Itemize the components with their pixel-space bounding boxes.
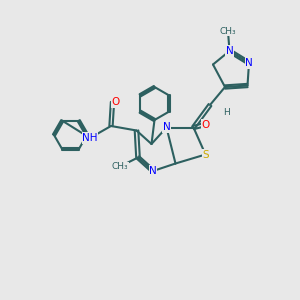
Text: CH₃: CH₃: [220, 27, 236, 36]
Text: CH₃: CH₃: [112, 162, 128, 171]
Text: NH: NH: [82, 133, 98, 143]
Text: N: N: [226, 46, 233, 56]
Text: N: N: [163, 122, 170, 133]
Text: S: S: [202, 149, 209, 160]
Text: H: H: [223, 108, 230, 117]
Text: O: O: [111, 97, 120, 107]
Text: N: N: [245, 58, 253, 68]
Text: O: O: [201, 119, 210, 130]
Text: N: N: [149, 166, 157, 176]
